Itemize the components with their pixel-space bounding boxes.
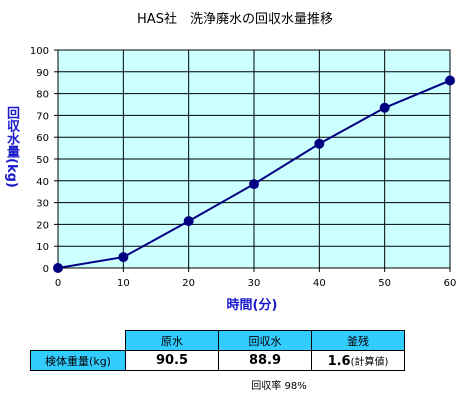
x-tick-label: 30 (248, 278, 261, 289)
header-raw-water: 原水 (125, 330, 219, 351)
results-table: 原水 回収水 釜残 検体重量(kg) 90.5 88.9 1.6(計算値) (30, 330, 405, 371)
value-residue: 1.6(計算値) (311, 350, 405, 371)
value-recovered-water: 88.9 (218, 350, 312, 371)
data-point (249, 179, 259, 190)
line-chart: 0 10 20 30 40 50 60 70 80 90 100 0 10 20 30 40 50 60 (30, 46, 457, 289)
x-tick-label: 0 (55, 278, 61, 289)
y-tick-label: 50 (36, 155, 49, 166)
data-point (314, 138, 325, 149)
x-tick-label: 50 (378, 278, 391, 289)
value-residue-note: (計算値) (350, 356, 389, 368)
data-point (379, 102, 390, 113)
x-tick-label: 60 (444, 278, 457, 289)
data-point (183, 216, 194, 227)
recovery-rate: 回収率 98% (251, 381, 307, 392)
row-label-sample-weight: 検体重量(kg) (30, 350, 126, 371)
data-point (118, 252, 129, 263)
y-tick-label: 0 (43, 264, 49, 275)
y-tick-label: 30 (36, 199, 49, 210)
y-tick-label: 70 (36, 111, 49, 122)
table-header-row: 原水 回収水 釜残 (30, 330, 405, 351)
y-tick-label: 40 (36, 177, 49, 188)
y-tick-label: 80 (36, 90, 49, 101)
y-tick-label: 100 (30, 46, 49, 57)
y-tick-label: 90 (36, 68, 49, 79)
x-tick-label: 10 (117, 278, 130, 289)
x-axis-label: 時間(分) (226, 298, 278, 313)
value-residue-number: 1.6 (327, 353, 351, 369)
y-tick-label: 60 (36, 133, 49, 144)
x-axis-ticks: 0 10 20 30 40 50 60 (55, 268, 457, 289)
y-tick-label: 20 (36, 220, 49, 231)
y-axis-ticks: 0 10 20 30 40 50 60 70 80 90 100 (30, 46, 58, 275)
data-points (53, 75, 455, 273)
y-tick-label: 10 (36, 242, 49, 253)
x-tick-label: 20 (182, 278, 195, 289)
x-tick-label: 40 (313, 278, 326, 289)
value-raw-water: 90.5 (125, 350, 219, 371)
table-corner (30, 330, 126, 351)
table-row: 検体重量(kg) 90.5 88.9 1.6(計算値) (30, 350, 405, 371)
chart-title: HAS社 洗浄廃水の回収水量推移 (137, 12, 333, 27)
data-point (445, 75, 455, 86)
grid-lines (58, 50, 450, 268)
header-residue: 釜残 (311, 330, 405, 351)
header-recovered-water: 回収水 (218, 330, 312, 351)
y-axis-label: 回収水量(kg) (4, 106, 19, 188)
data-point (53, 263, 63, 273)
